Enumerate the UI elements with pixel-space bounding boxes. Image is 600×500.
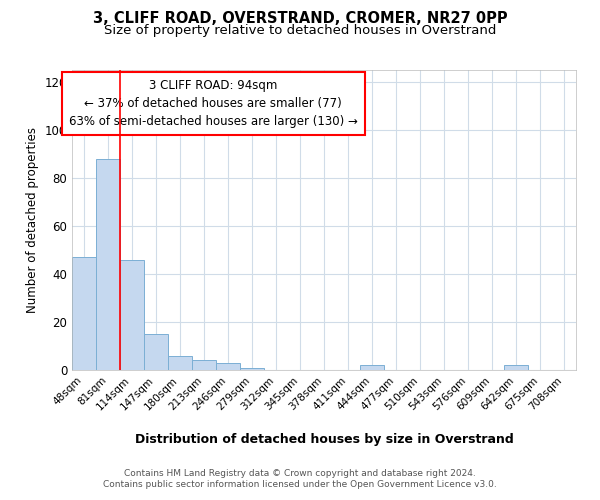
Y-axis label: Number of detached properties: Number of detached properties [26,127,39,313]
Text: Distribution of detached houses by size in Overstrand: Distribution of detached houses by size … [134,432,514,446]
Text: Contains HM Land Registry data © Crown copyright and database right 2024.: Contains HM Land Registry data © Crown c… [124,469,476,478]
Text: 3, CLIFF ROAD, OVERSTRAND, CROMER, NR27 0PP: 3, CLIFF ROAD, OVERSTRAND, CROMER, NR27 … [92,11,508,26]
Bar [96,159,120,370]
Bar [504,365,528,370]
Bar [216,363,240,370]
Text: Size of property relative to detached houses in Overstrand: Size of property relative to detached ho… [104,24,496,37]
Bar [120,260,144,370]
Bar [72,257,96,370]
Bar [168,356,192,370]
Text: 3 CLIFF ROAD: 94sqm
← 37% of detached houses are smaller (77)
63% of semi-detach: 3 CLIFF ROAD: 94sqm ← 37% of detached ho… [68,79,358,128]
Bar [240,368,264,370]
Bar [192,360,216,370]
Bar [144,334,168,370]
Text: Contains public sector information licensed under the Open Government Licence v3: Contains public sector information licen… [103,480,497,489]
Bar [360,365,384,370]
